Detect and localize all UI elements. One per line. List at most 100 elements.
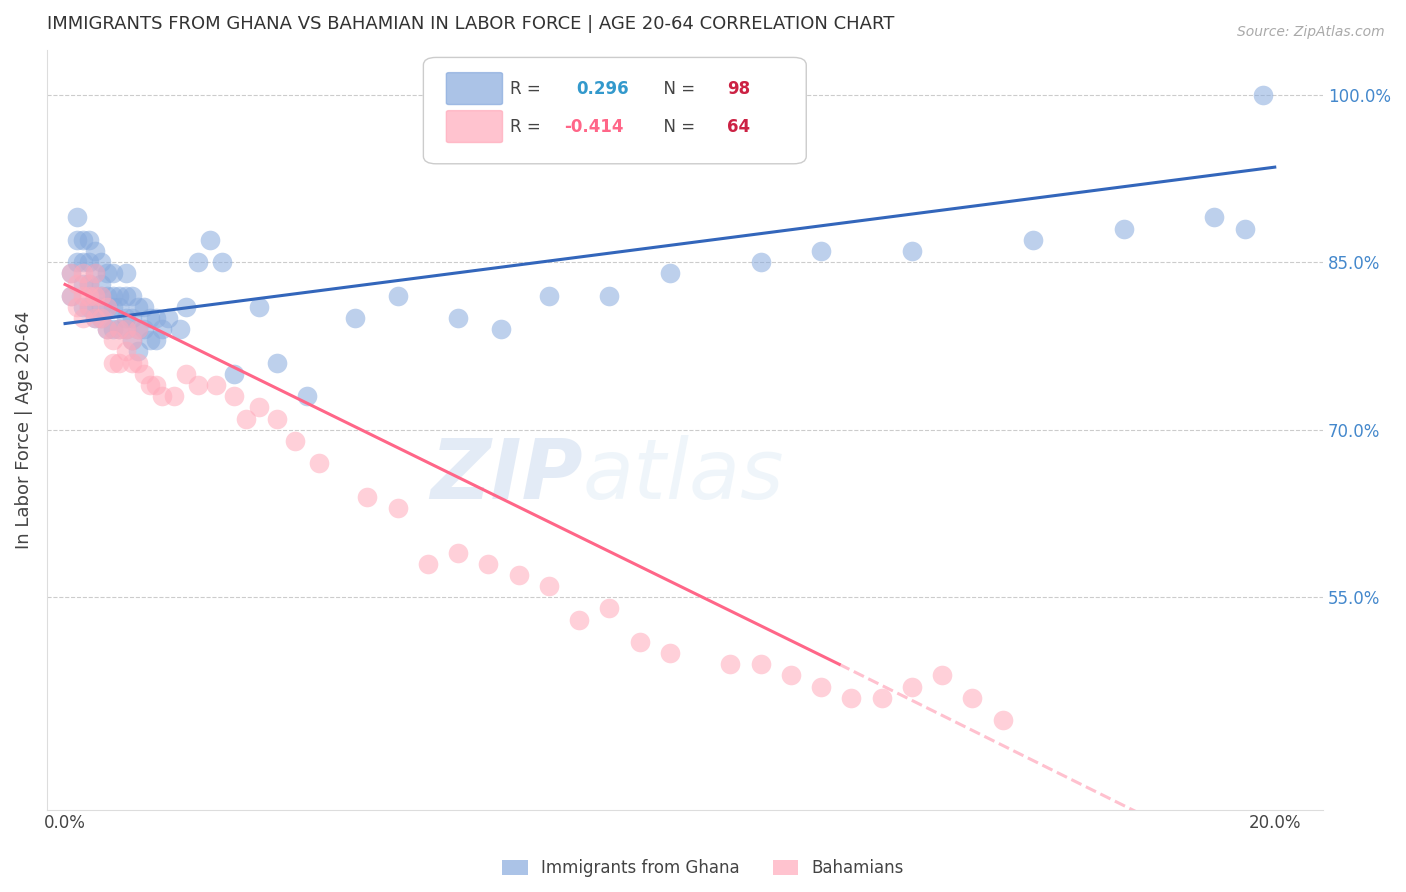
Point (84, 288, 107, 302)
Point (103, 334, 125, 348)
Point (108, 300, 131, 314)
Point (60, 288, 83, 302)
Point (66, 277, 89, 292)
Point (211, 255, 233, 269)
Point (77, 300, 100, 314)
Point (108, 288, 131, 302)
Point (387, 500, 409, 515)
Point (628, 635, 651, 649)
Point (103, 322, 125, 336)
Point (749, 255, 772, 269)
Point (266, 411, 288, 425)
Point (84, 266, 107, 280)
Point (156, 310, 179, 325)
Point (138, 378, 160, 392)
Point (127, 344, 149, 359)
Point (187, 378, 209, 392)
FancyBboxPatch shape (446, 72, 502, 104)
Point (247, 300, 270, 314)
Point (127, 300, 149, 314)
Point (295, 389, 318, 403)
Point (224, 367, 246, 381)
Point (187, 255, 209, 269)
Point (1204, 211, 1226, 225)
Point (568, 613, 591, 627)
Point (108, 322, 131, 336)
Point (96, 266, 118, 280)
Point (447, 310, 470, 325)
Legend: Immigrants from Ghana, Bahamians: Immigrants from Ghana, Bahamians (496, 853, 910, 884)
Text: -0.414: -0.414 (564, 118, 623, 136)
Point (658, 646, 681, 660)
Point (870, 690, 893, 705)
FancyBboxPatch shape (423, 57, 806, 164)
Point (598, 288, 620, 302)
Point (60, 266, 83, 280)
Text: N =: N = (654, 79, 700, 97)
Point (235, 411, 257, 425)
Point (66, 211, 89, 225)
Point (991, 713, 1014, 727)
Point (138, 310, 160, 325)
Text: IMMIGRANTS FROM GHANA VS BAHAMIAN IN LABOR FORCE | AGE 20-64 CORRELATION CHART: IMMIGRANTS FROM GHANA VS BAHAMIAN IN LAB… (46, 15, 894, 33)
Point (103, 288, 125, 302)
Point (108, 356, 131, 370)
Point (127, 356, 149, 370)
Point (77, 300, 100, 314)
Point (103, 300, 125, 314)
Point (901, 244, 924, 258)
Point (489, 322, 512, 336)
Point (145, 378, 167, 392)
Point (77, 277, 100, 292)
Point (1251, 87, 1274, 102)
Point (200, 233, 222, 247)
Point (66, 255, 89, 269)
Point (150, 322, 173, 336)
Point (658, 266, 681, 280)
Point (841, 690, 863, 705)
Point (114, 322, 136, 336)
Point (103, 356, 125, 370)
Point (84, 244, 107, 258)
Point (121, 334, 143, 348)
Point (150, 389, 173, 403)
Point (90, 300, 112, 314)
Point (60, 266, 83, 280)
Point (121, 356, 143, 370)
Point (90, 288, 112, 302)
Point (508, 568, 530, 582)
Point (96, 322, 118, 336)
Point (779, 668, 801, 682)
Point (284, 434, 307, 448)
Point (72, 266, 94, 280)
Point (308, 456, 330, 470)
Text: atlas: atlas (583, 434, 785, 516)
Text: 64: 64 (727, 118, 751, 136)
Point (96, 322, 118, 336)
Text: 0.296: 0.296 (576, 79, 628, 97)
Point (138, 334, 160, 348)
Point (72, 288, 94, 302)
Point (72, 310, 94, 325)
Point (145, 310, 167, 325)
Point (810, 680, 832, 694)
Point (66, 233, 89, 247)
Point (84, 288, 107, 302)
Text: ZIP: ZIP (430, 434, 583, 516)
Point (84, 310, 107, 325)
Point (127, 322, 149, 336)
Point (749, 657, 772, 672)
Y-axis label: In Labor Force | Age 20-64: In Labor Force | Age 20-64 (15, 310, 32, 549)
Text: R =: R = (510, 118, 546, 136)
Point (145, 334, 167, 348)
Point (114, 266, 136, 280)
Point (132, 322, 155, 336)
Point (60, 288, 83, 302)
Point (114, 310, 136, 325)
Text: R =: R = (510, 79, 551, 97)
Point (127, 322, 149, 336)
Text: 98: 98 (727, 79, 751, 97)
Point (163, 389, 186, 403)
Point (344, 310, 367, 325)
Point (901, 680, 924, 694)
